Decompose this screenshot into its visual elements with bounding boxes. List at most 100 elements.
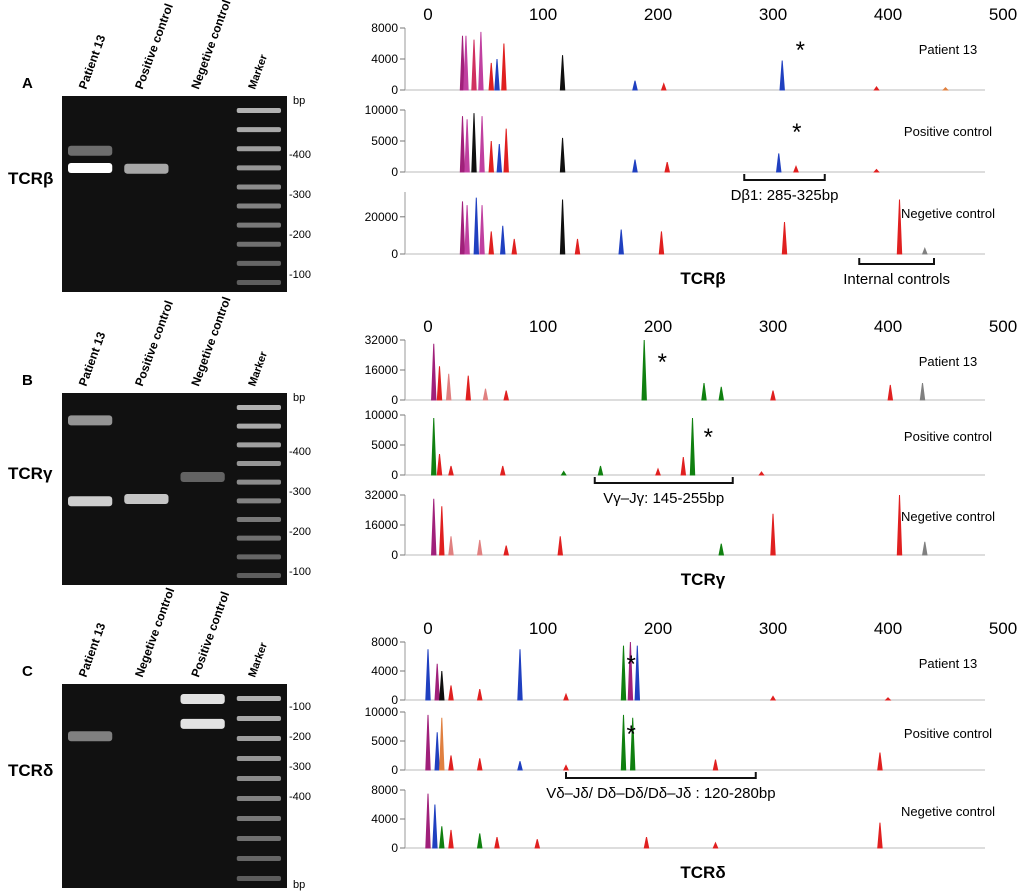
peak [632, 159, 638, 173]
peak [563, 764, 569, 771]
x-tick-label: 500 [989, 317, 1017, 336]
peak [503, 128, 509, 173]
peak [432, 804, 438, 849]
peak [769, 695, 777, 701]
lane-label: Negetive control [188, 295, 233, 388]
gel-band [180, 693, 225, 704]
gel-band [68, 496, 113, 507]
gel-band [124, 493, 169, 504]
y-tick-label: 5000 [371, 734, 398, 748]
marker-band [236, 260, 281, 266]
peak [770, 390, 776, 401]
peak [479, 116, 485, 173]
clonal-peak-star: * [704, 424, 713, 451]
gel-band [68, 163, 113, 174]
marker-band [236, 876, 281, 881]
peak [718, 386, 725, 401]
peak [629, 717, 636, 771]
clonal-peak-star: * [796, 37, 805, 64]
y-tick-label: 8000 [371, 635, 398, 649]
peak [559, 199, 566, 255]
bp-label: bp [293, 392, 305, 404]
trace: 8000 4000 0 Patient 13 * [371, 635, 985, 707]
x-tick-label: 200 [644, 5, 672, 24]
peak [476, 689, 483, 701]
peak [517, 761, 523, 771]
marker-size-label: -400 [289, 149, 311, 161]
peak [471, 39, 477, 91]
bp-label: bp [293, 879, 305, 891]
peak [896, 494, 903, 556]
peak [425, 649, 431, 701]
peak [689, 417, 696, 476]
size-range-bracket: Vγ–Jγ: 145-255bp [593, 477, 734, 507]
marker-band [236, 146, 281, 152]
y-tick-label: 0 [391, 165, 398, 179]
lane-label: Positive control [188, 590, 232, 679]
y-tick-label: 16000 [365, 518, 399, 532]
gene-label: TCRδ [8, 761, 53, 780]
peak [464, 119, 470, 173]
peak [436, 453, 443, 476]
peak [496, 144, 503, 173]
lane-label: Patient 13 [76, 33, 109, 91]
x-tick-label: 0 [423, 317, 432, 336]
peak [563, 692, 569, 701]
y-tick-label: 4000 [371, 52, 398, 66]
peak [445, 373, 452, 401]
gel-band [68, 145, 113, 156]
gel-band [124, 163, 169, 174]
trace-label: Negetive control [901, 206, 995, 221]
marker-band [236, 127, 281, 133]
lane-label: Marker [246, 52, 270, 91]
marker-band [236, 776, 281, 781]
peak [448, 685, 454, 701]
peak [758, 471, 765, 476]
y-tick-label: 0 [391, 693, 398, 707]
peak [482, 388, 489, 401]
x-tick-label: 400 [874, 619, 902, 638]
gel-band [68, 415, 113, 426]
marker-band [236, 241, 281, 247]
bp-label: bp [293, 95, 305, 107]
clonal-peak-star: * [627, 721, 636, 748]
peak [655, 467, 661, 476]
bracket-line [593, 477, 734, 484]
marker-band [236, 423, 281, 429]
marker-band [236, 222, 281, 228]
trace-gene-label: TCRβ [680, 269, 725, 288]
marker-band [236, 203, 281, 209]
peak [494, 58, 500, 91]
peak [511, 238, 518, 255]
x-tick-label: 400 [874, 317, 902, 336]
marker-size-label: -300 [289, 761, 311, 773]
gel-band [180, 472, 225, 483]
y-tick-label: 5000 [371, 134, 398, 148]
trace: 32000 16000 0 Negetive control [365, 488, 995, 562]
peak [478, 31, 484, 91]
marker-band [236, 554, 281, 560]
peak [887, 384, 894, 401]
peak [431, 498, 437, 556]
peak [488, 140, 494, 173]
peak [500, 225, 506, 255]
trace: 10000 5000 0 Positive control * [365, 103, 993, 179]
peak [476, 758, 483, 771]
peak [660, 82, 667, 91]
trace-label: Positive control [904, 726, 992, 741]
marker-band [236, 517, 281, 522]
y-tick-label: 32000 [365, 488, 399, 502]
peak [680, 456, 687, 476]
peak [439, 826, 445, 849]
peak [439, 506, 445, 556]
peak [634, 645, 641, 701]
trace-label: Positive control [904, 124, 992, 139]
gene-label: TCRβ [8, 169, 53, 188]
marker-size-label: -200 [289, 526, 311, 538]
lane-label: Patient 13 [76, 330, 109, 388]
peak [448, 536, 454, 556]
lane-label: Negetive control [188, 0, 233, 91]
peak [873, 168, 880, 173]
marker-band [236, 165, 281, 171]
